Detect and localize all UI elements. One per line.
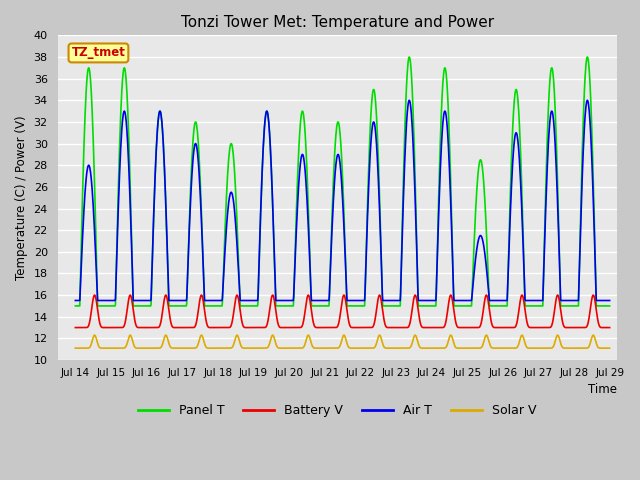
Panel T <box>250 303 258 309</box>
Y-axis label: Temperature (C) / Power (V): Temperature (C) / Power (V) <box>15 115 28 280</box>
Panel T <box>190 125 198 131</box>
Panel T <box>177 303 185 309</box>
Battery V <box>495 324 503 330</box>
Solar V <box>543 345 550 351</box>
Title: Tonzi Tower Met: Temperature and Power: Tonzi Tower Met: Temperature and Power <box>180 15 493 30</box>
Air T <box>177 298 185 303</box>
Air T <box>426 298 433 303</box>
Air T <box>250 298 258 303</box>
Panel T <box>426 303 433 309</box>
Line: Panel T: Panel T <box>76 57 610 306</box>
Air T <box>542 193 550 199</box>
Legend: Panel T, Battery V, Air T, Solar V: Panel T, Battery V, Air T, Solar V <box>132 399 541 422</box>
Battery V <box>190 324 198 330</box>
Panel T <box>542 172 550 178</box>
Battery V <box>606 324 614 330</box>
Panel T <box>584 54 591 60</box>
Air T <box>190 145 198 151</box>
Air T <box>606 298 614 303</box>
Air T <box>495 298 503 303</box>
Solar V <box>518 332 526 338</box>
Solar V <box>426 345 433 351</box>
Battery V <box>250 324 258 330</box>
Panel T <box>606 303 614 309</box>
Battery V <box>72 324 79 330</box>
Solar V <box>72 345 79 351</box>
Battery V <box>426 324 433 330</box>
Solar V <box>495 345 503 351</box>
Panel T <box>72 303 79 309</box>
Air T <box>584 97 591 103</box>
Solar V <box>250 345 258 351</box>
Line: Solar V: Solar V <box>76 335 610 348</box>
Battery V <box>518 292 526 298</box>
Battery V <box>543 324 550 330</box>
Solar V <box>190 345 198 351</box>
Line: Air T: Air T <box>76 100 610 300</box>
Line: Battery V: Battery V <box>76 295 610 327</box>
Panel T <box>495 303 503 309</box>
Battery V <box>177 324 185 330</box>
Air T <box>72 298 79 303</box>
Solar V <box>177 345 185 351</box>
X-axis label: Time: Time <box>588 383 617 396</box>
Solar V <box>606 345 614 351</box>
Text: TZ_tmet: TZ_tmet <box>72 47 125 60</box>
